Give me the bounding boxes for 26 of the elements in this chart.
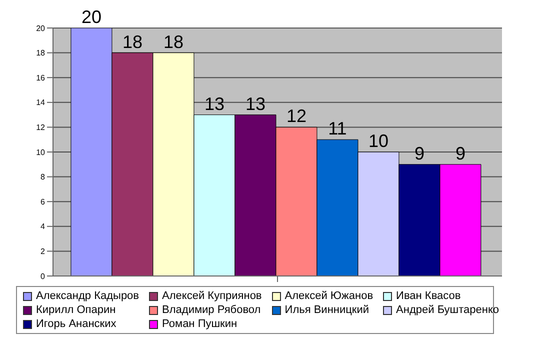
y-tick-label: 8 <box>40 172 46 182</box>
data-label: 18 <box>163 32 184 52</box>
legend-label: Владимир Рябовол <box>162 304 261 316</box>
legend-label: Александр Кадыров <box>36 290 140 302</box>
y-tick-label: 18 <box>36 48 46 58</box>
legend-label: Роман Пушкин <box>162 318 238 330</box>
legend-label: Игорь Ананских <box>36 318 116 330</box>
legend-label: Алексей Южанов <box>284 290 374 302</box>
y-tick-label: 4 <box>40 222 46 232</box>
y-tick-label: 2 <box>40 247 46 256</box>
legend-label: Иван Квасов <box>396 290 461 302</box>
legend-label: Кирилл Опарин <box>36 304 116 316</box>
data-label: 20 <box>81 7 102 27</box>
y-tick-label: 6 <box>40 197 46 206</box>
legend-label: Илья Винницкий <box>284 304 370 316</box>
data-label: 12 <box>286 106 306 126</box>
y-tick-label: 12 <box>36 123 46 132</box>
y-tick-label: 0 <box>40 272 46 281</box>
data-label: 10 <box>368 131 388 151</box>
data-label: 18 <box>122 32 142 52</box>
legend-label: Андрей Буштаренко <box>396 304 500 316</box>
y-tick-label: 20 <box>36 24 46 33</box>
y-tick-label: 10 <box>36 148 46 157</box>
y-tick-label: 14 <box>36 98 46 108</box>
y-tick-label: 16 <box>36 73 46 82</box>
legend-label: Алексей Куприянов <box>162 290 262 302</box>
